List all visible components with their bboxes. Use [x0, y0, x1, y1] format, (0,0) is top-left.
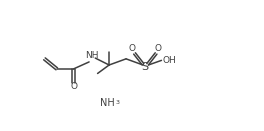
Text: S: S: [142, 62, 149, 72]
Text: NH: NH: [85, 51, 98, 60]
Text: O: O: [70, 82, 77, 91]
Text: $_3$: $_3$: [115, 98, 120, 107]
Text: O: O: [155, 44, 162, 53]
Text: O: O: [129, 44, 136, 53]
Text: NH: NH: [100, 98, 115, 108]
Text: OH: OH: [162, 56, 176, 65]
